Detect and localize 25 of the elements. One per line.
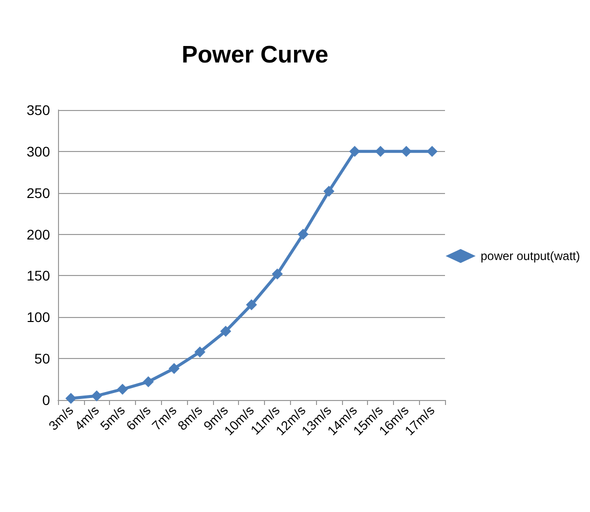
- chart-title: Power Curve: [182, 42, 328, 68]
- point: [142, 376, 154, 388]
- point: [272, 268, 283, 280]
- point: [65, 392, 76, 404]
- point: [194, 346, 206, 358]
- y-tick-label: 300: [26, 143, 50, 160]
- y-tick-label: 0: [42, 392, 50, 408]
- point: [91, 390, 102, 402]
- y-tick-label: 200: [26, 226, 50, 242]
- point: [168, 363, 180, 374]
- y-tick-label: 100: [26, 309, 50, 326]
- legend-label: power output(watt): [480, 249, 580, 263]
- point: [323, 186, 334, 197]
- y-tick-label: 250: [26, 184, 50, 201]
- point: [426, 146, 438, 157]
- point: [375, 146, 386, 157]
- point: [220, 326, 232, 337]
- point: [246, 299, 257, 310]
- point: [349, 146, 360, 157]
- y-tick-label: 150: [26, 268, 50, 284]
- point: [298, 228, 309, 240]
- point: [117, 384, 128, 395]
- point: [400, 146, 412, 157]
- y-tick-label: 350: [26, 102, 50, 118]
- y-tick-label: 50: [34, 350, 50, 367]
